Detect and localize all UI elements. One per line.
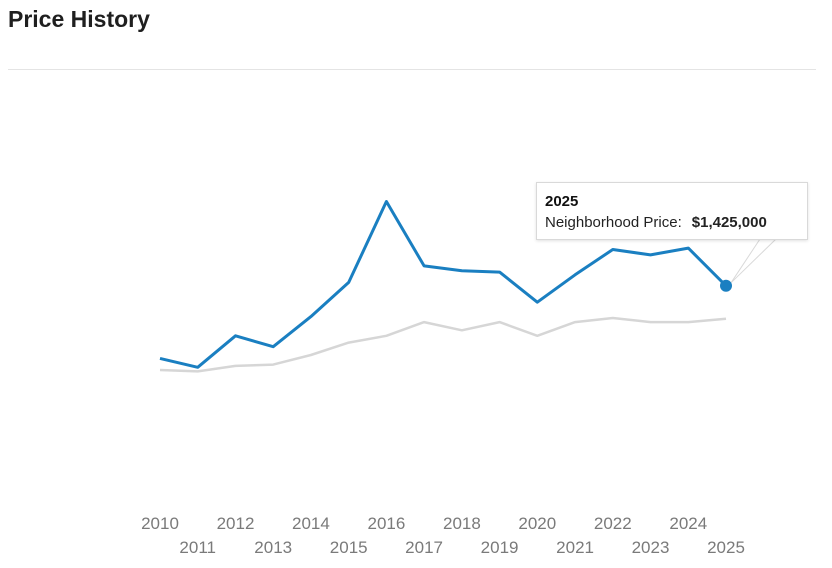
x-tick-label: 2014 xyxy=(292,514,330,533)
tooltip-pointer xyxy=(730,238,777,284)
x-tick-label: 2020 xyxy=(518,514,556,533)
x-tick-label: 2011 xyxy=(179,538,216,557)
comparison-price-line xyxy=(159,316,727,373)
tooltip-year: 2025 xyxy=(545,193,579,210)
x-tick-label: 2025 xyxy=(707,538,745,557)
x-tick-label: 2021 xyxy=(556,538,594,557)
series-layer xyxy=(159,200,777,373)
x-tick-label: 2019 xyxy=(481,538,519,557)
title-divider xyxy=(8,69,816,70)
x-tick-label: 2010 xyxy=(141,514,179,533)
highlight-point[interactable] xyxy=(720,279,732,292)
page-title: Price History xyxy=(8,6,150,32)
x-tick-label: 2012 xyxy=(217,514,255,533)
price-tooltip: 2025 Neighborhood Price: $1,425,000 xyxy=(536,182,808,240)
tooltip-row: Neighborhood Price: $1,425,000 xyxy=(545,214,799,231)
neighborhood-price-line xyxy=(159,200,728,369)
x-tick-label: 2017 xyxy=(405,538,443,557)
x-tick-label: 2015 xyxy=(330,538,368,557)
x-tick-label: 2016 xyxy=(367,514,405,533)
x-tick-label: 2018 xyxy=(443,514,481,533)
tooltip-value: $1,425,000 xyxy=(691,214,767,231)
x-tick-label: 2022 xyxy=(594,514,632,533)
tooltip-label: Neighborhood Price: xyxy=(545,214,682,231)
x-tick-label: 2024 xyxy=(669,514,707,533)
x-tick-label: 2023 xyxy=(632,538,670,557)
x-tick-label: 2013 xyxy=(254,538,292,557)
